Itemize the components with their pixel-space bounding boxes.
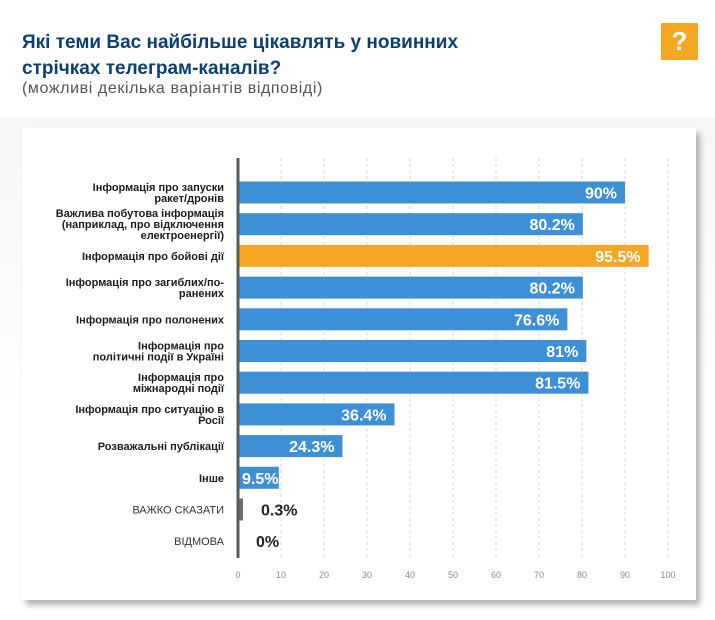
category-label: Інформація про бойові дії: [82, 251, 225, 263]
category-label-line: Інше: [199, 473, 224, 485]
category-label-line: ВАЖКО СКАЗАТИ: [132, 505, 224, 517]
category-label-line: Росії: [198, 415, 225, 427]
category-label: Інформація про запуски ракет/дронів: [93, 182, 225, 205]
x-tick-label: 40: [405, 570, 415, 580]
bar: [238, 466, 279, 489]
value-label: 81.5%: [535, 376, 580, 393]
category-label-line: Інформація про: [138, 372, 224, 384]
category-label: Інформація про політичні події в Україні: [93, 341, 224, 364]
category-label-line: Розважальні публікації: [98, 441, 225, 453]
value-label: 80.2%: [529, 281, 574, 298]
category-label: Інше: [199, 473, 224, 485]
bar: [238, 403, 395, 426]
value-label: 80.2%: [529, 217, 574, 234]
category-label-line: Інформація про запуски: [93, 182, 224, 194]
bar: [238, 498, 243, 521]
category-label-line: Інформація про полонених: [76, 314, 225, 326]
value-label: 36.4%: [341, 407, 386, 424]
value-label: 0%: [256, 534, 279, 551]
bar: [238, 371, 589, 394]
bar: [238, 244, 649, 267]
value-label: 76.6%: [514, 312, 559, 329]
bar: [238, 213, 583, 236]
value-label: 95.5%: [595, 249, 640, 266]
category-label: Інформація про міжнародні події: [133, 372, 225, 395]
x-tick-label: 10: [276, 570, 286, 580]
bar: [238, 308, 568, 331]
x-tick-label: 20: [319, 570, 329, 580]
x-tick-label: 0: [235, 570, 240, 580]
category-label-line: політичні події в Україні: [93, 352, 224, 364]
category-label-line: міжнародні події: [133, 383, 225, 395]
x-tick-label: 60: [491, 570, 501, 580]
category-label-line: ранених: [179, 288, 225, 300]
category-label: Інформація про полонених: [76, 314, 225, 326]
category-label-line: ракет/дронів: [154, 193, 224, 205]
category-label-line: Інформація про ситуацію в: [75, 404, 224, 416]
category-label: Інформація про ситуацію в Росії: [75, 404, 225, 427]
x-tick-label: 70: [534, 570, 544, 580]
category-label: Розважальні публікації: [98, 441, 225, 453]
x-tick-label: 50: [448, 570, 458, 580]
bar: [238, 435, 343, 458]
category-label-line: електроенергії): [141, 230, 225, 242]
chart-title: Які теми Вас найбільше цікавлять у новин…: [22, 30, 458, 82]
category-label-line: (наприклад, про відключення: [62, 219, 224, 231]
x-tick-label: 90: [620, 570, 630, 580]
x-tick-label: 80: [577, 570, 587, 580]
chart-subtitle: (можливі декілька варіантів відповіді): [22, 80, 323, 97]
chart-title-line-2: стрічках телеграм-каналів?: [22, 58, 282, 79]
category-label-line: Інформація про: [138, 341, 224, 353]
value-label: 24.3%: [289, 439, 334, 456]
bar-chart: 0 10 20 30 40 50 60 70 80 90 100 Інформація про зап…: [56, 158, 676, 580]
category-label: Важлива побутова інформація (наприклад, п…: [56, 208, 225, 242]
category-label: ВІДМОВА: [174, 536, 225, 548]
help-icon[interactable]: ?: [661, 23, 698, 60]
chart-title-line-1: Які теми Вас найбільше цікавлять у новин…: [22, 32, 459, 53]
category-label-line: ВІДМОВА: [174, 536, 225, 548]
bar: [238, 276, 583, 299]
category-label-line: Інформація про загиблих/по-: [66, 277, 225, 289]
chart-card: 0 10 20 30 40 50 60 70 80 90 100 Інформація про зап…: [22, 128, 696, 600]
value-label: 81%: [546, 344, 578, 361]
category-label-line: Інформація про бойові дії: [82, 251, 225, 263]
x-tick-label: 30: [362, 570, 372, 580]
category-label: Інформація про загиблих/по-ранених: [66, 277, 225, 300]
value-label: 9.5%: [242, 471, 278, 488]
bar: [238, 181, 625, 204]
value-label: 0.3%: [261, 503, 297, 520]
bar: [238, 340, 587, 362]
category-label: ВАЖКО СКАЗАТИ: [132, 505, 224, 517]
category-label-line: Важлива побутова інформація: [56, 208, 224, 220]
value-label: 90%: [585, 186, 617, 203]
x-tick-label: 100: [660, 570, 675, 580]
